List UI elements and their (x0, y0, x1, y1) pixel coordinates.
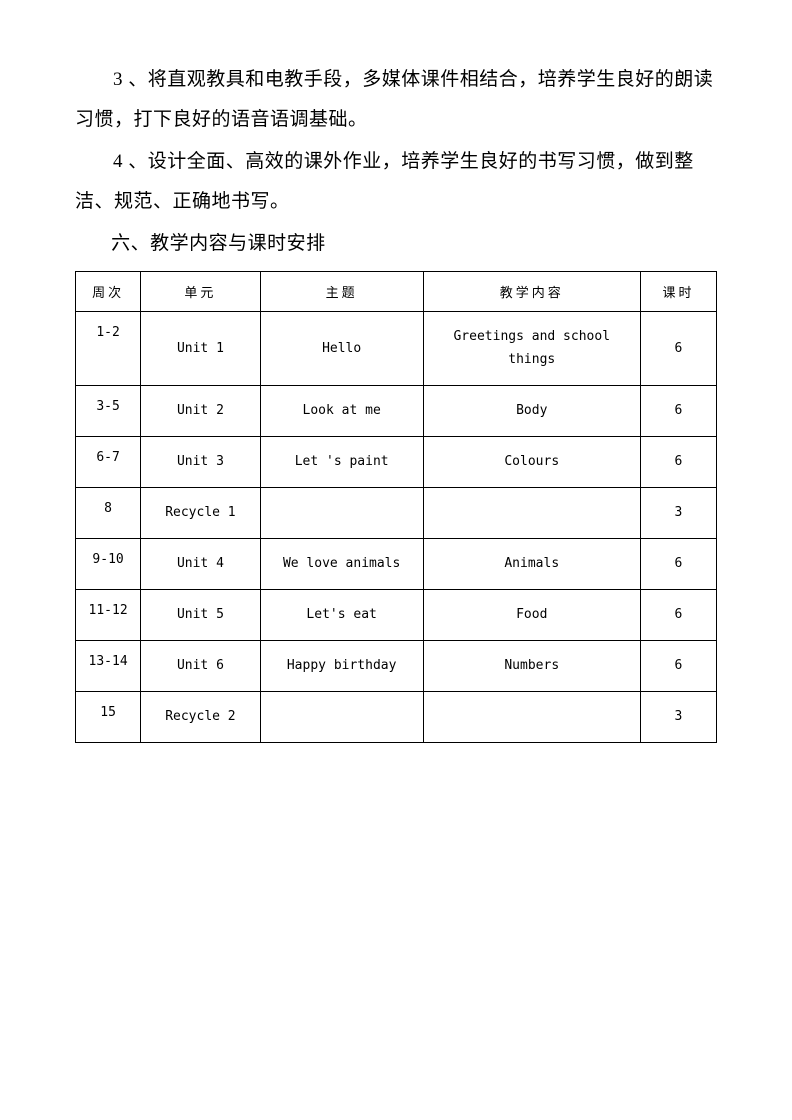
table-header-row: 周次 单元 主题 教学内容 课时 (76, 272, 717, 312)
table-row: 3-5 Unit 2 Look at me Body 6 (76, 385, 717, 436)
cell-hours: 6 (640, 641, 716, 692)
cell-unit: Unit 3 (141, 436, 261, 487)
cell-week: 1-2 (76, 312, 141, 385)
cell-unit: Recycle 1 (141, 487, 261, 538)
cell-hours: 6 (640, 385, 716, 436)
cell-topic (260, 692, 423, 743)
cell-unit: Unit 2 (141, 385, 261, 436)
table-row: 1-2 Unit 1 Hello Greetings and school th… (76, 312, 717, 385)
section-heading-6: 六、教学内容与课时安排 (75, 224, 717, 264)
header-week: 周次 (76, 272, 141, 312)
table-row: 6-7 Unit 3 Let 's paint Colours 6 (76, 436, 717, 487)
table-row: 8 Recycle 1 3 (76, 487, 717, 538)
cell-week: 9-10 (76, 538, 141, 589)
cell-content: Greetings and school things (423, 312, 640, 385)
cell-content: Numbers (423, 641, 640, 692)
cell-week: 6-7 (76, 436, 141, 487)
table-row: 9-10 Unit 4 We love animals Animals 6 (76, 538, 717, 589)
table-row: 11-12 Unit 5 Let's eat Food 6 (76, 590, 717, 641)
cell-content: Food (423, 590, 640, 641)
cell-week: 15 (76, 692, 141, 743)
cell-week: 3-5 (76, 385, 141, 436)
cell-week: 11-12 (76, 590, 141, 641)
cell-hours: 6 (640, 590, 716, 641)
cell-topic: Happy birthday (260, 641, 423, 692)
header-content: 教学内容 (423, 272, 640, 312)
schedule-table: 周次 单元 主题 教学内容 课时 1-2 Unit 1 Hello Greeti… (75, 271, 717, 743)
cell-topic: Look at me (260, 385, 423, 436)
cell-topic: Hello (260, 312, 423, 385)
paragraph-3: 3 、将直观教具和电教手段，多媒体课件相结合，培养学生良好的朗读习惯，打下良好的… (75, 60, 717, 140)
cell-week: 13-14 (76, 641, 141, 692)
cell-content (423, 487, 640, 538)
cell-hours: 3 (640, 692, 716, 743)
header-topic: 主题 (260, 272, 423, 312)
header-hours: 课时 (640, 272, 716, 312)
cell-unit: Unit 6 (141, 641, 261, 692)
table-row: 15 Recycle 2 3 (76, 692, 717, 743)
cell-unit: Unit 5 (141, 590, 261, 641)
cell-hours: 3 (640, 487, 716, 538)
cell-week: 8 (76, 487, 141, 538)
cell-topic: We love animals (260, 538, 423, 589)
cell-unit: Unit 4 (141, 538, 261, 589)
cell-unit: Unit 1 (141, 312, 261, 385)
paragraph-4: 4 、设计全面、高效的课外作业，培养学生良好的书写习惯，做到整洁、规范、正确地书… (75, 142, 717, 222)
cell-content: Colours (423, 436, 640, 487)
cell-hours: 6 (640, 436, 716, 487)
cell-content (423, 692, 640, 743)
table-row: 13-14 Unit 6 Happy birthday Numbers 6 (76, 641, 717, 692)
cell-topic: Let 's paint (260, 436, 423, 487)
cell-content: Animals (423, 538, 640, 589)
header-unit: 单元 (141, 272, 261, 312)
cell-hours: 6 (640, 538, 716, 589)
cell-content: Body (423, 385, 640, 436)
cell-hours: 6 (640, 312, 716, 385)
cell-topic: Let's eat (260, 590, 423, 641)
cell-topic (260, 487, 423, 538)
cell-unit: Recycle 2 (141, 692, 261, 743)
